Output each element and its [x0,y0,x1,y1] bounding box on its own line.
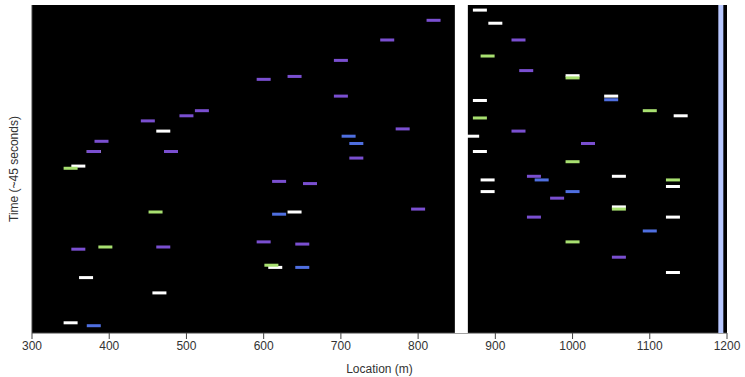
svg-text:800: 800 [408,339,428,353]
svg-text:1200: 1200 [714,339,741,353]
svg-text:300: 300 [22,339,42,353]
svg-text:600: 600 [254,339,274,353]
svg-text:500: 500 [176,339,196,353]
svg-text:700: 700 [331,339,351,353]
svg-text:Location (m): Location (m) [346,362,413,376]
svg-text:900: 900 [485,339,505,353]
svg-text:400: 400 [99,339,119,353]
svg-text:Time (~45 seconds): Time (~45 seconds) [7,116,21,222]
svg-text:1000: 1000 [559,339,586,353]
svg-text:1100: 1100 [637,339,663,353]
